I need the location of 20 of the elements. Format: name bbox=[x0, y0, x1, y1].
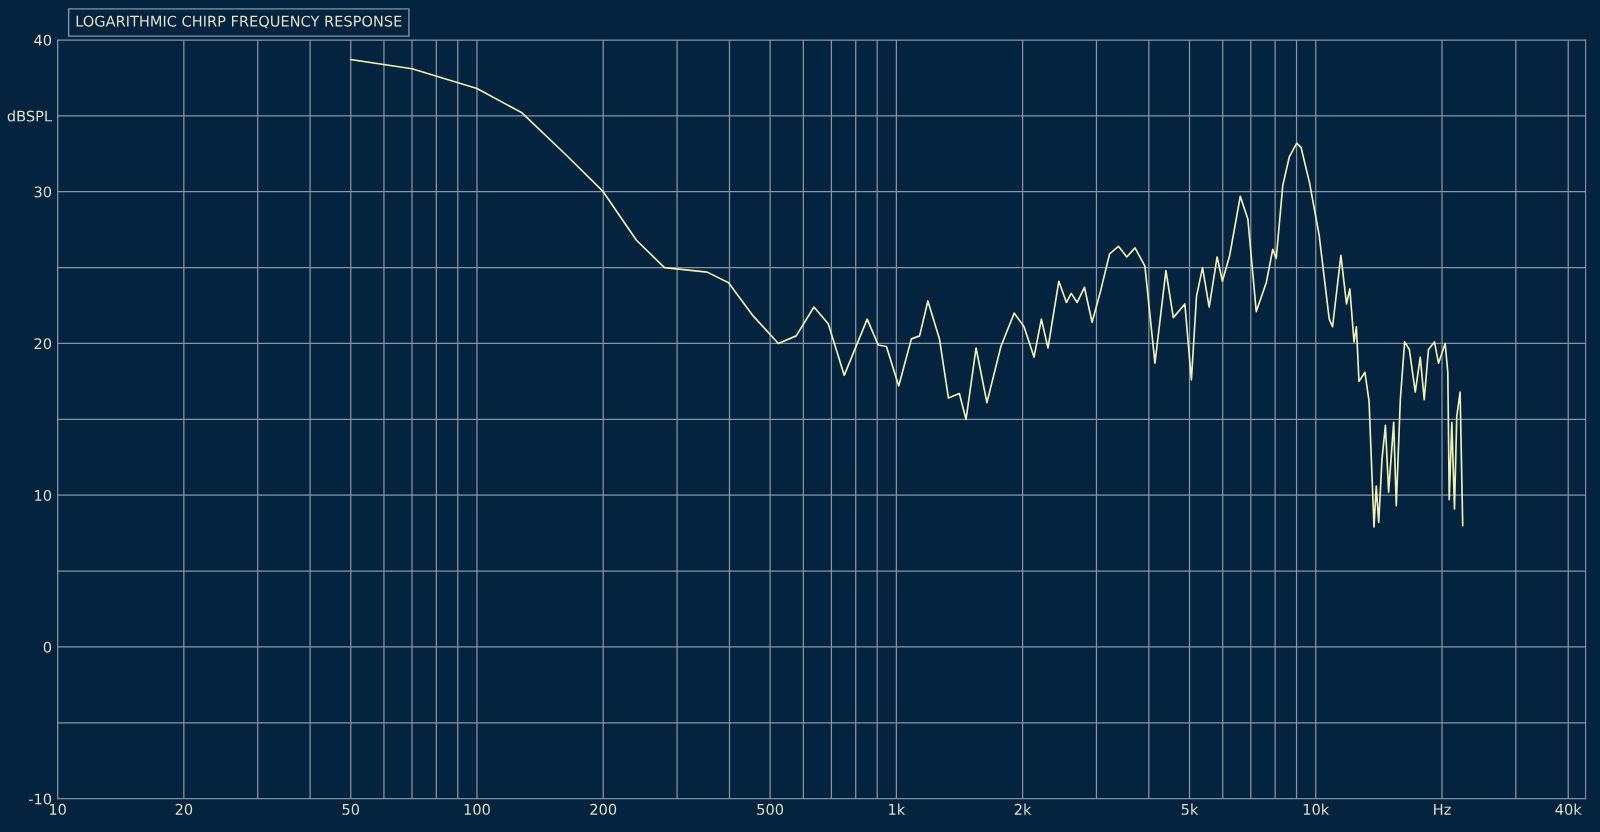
x-tick-label: 40k bbox=[1555, 803, 1582, 815]
y-tick-label: 20 bbox=[34, 338, 52, 350]
y-tick-label: 10 bbox=[35, 489, 52, 501]
x-tick-label: 2k bbox=[1014, 803, 1032, 815]
chart-title: LOGARITHMIC CHIRP FREQUENCY RESPONSE bbox=[76, 15, 402, 29]
y-tick-label: 30 bbox=[34, 186, 52, 198]
y-tick-label: dBSPL bbox=[7, 110, 52, 122]
y-tick-label: 40 bbox=[34, 34, 52, 46]
x-tick-label: 50 bbox=[342, 803, 360, 815]
x-tick-label: 200 bbox=[590, 803, 617, 815]
x-tick-label: Hz bbox=[1434, 804, 1451, 815]
x-tick-label: 10 bbox=[49, 803, 66, 815]
y-tick-label: -10 bbox=[28, 793, 52, 805]
x-tick-label: 500 bbox=[757, 803, 784, 815]
y-tick-label: 0 bbox=[43, 641, 52, 653]
x-tick-label: 20 bbox=[175, 803, 193, 815]
x-tick-label: 1k bbox=[889, 803, 906, 815]
x-tick-label: 5k bbox=[1181, 803, 1199, 815]
x-tick-label: 100 bbox=[464, 803, 490, 815]
x-tick-label: 10k bbox=[1303, 803, 1330, 815]
